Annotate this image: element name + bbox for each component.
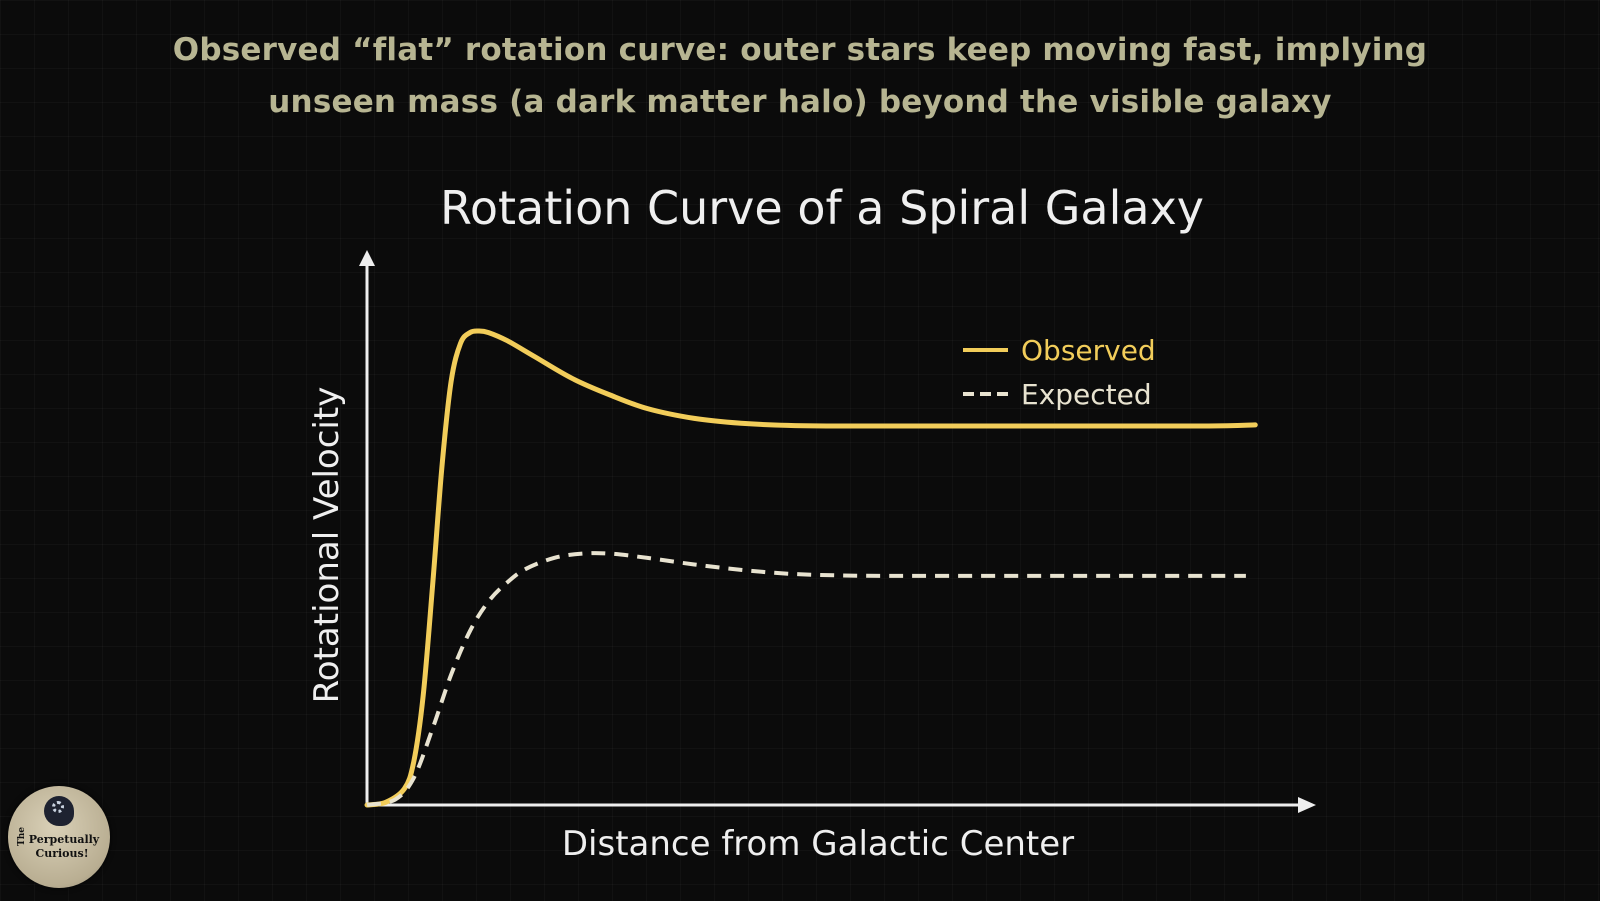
caption-line-1: Observed “flat” rotation curve: outer st…: [172, 32, 1428, 68]
caption: Observed “flat” rotation curve: outer st…: [120, 24, 1480, 128]
series-line-observed: [364, 328, 1258, 808]
y-axis-arrow-icon: [359, 250, 375, 266]
legend-label-expected: Expected: [1021, 378, 1152, 411]
channel-logo: The Perpetually Curious!: [8, 786, 110, 888]
series-line-expected: [366, 551, 1246, 807]
gear-icon: [52, 801, 64, 813]
chart-title: Rotation Curve of a Spiral Galaxy: [440, 181, 1204, 235]
legend: Observed Expected: [963, 334, 1156, 411]
logo-line-2: Curious!: [35, 847, 89, 860]
logo-line-1: Perpetually: [28, 833, 100, 846]
y-axis-label: Rotational Velocity: [307, 387, 347, 704]
x-axis-arrow-icon: [1298, 797, 1316, 813]
x-axis-label: Distance from Galactic Center: [562, 824, 1074, 864]
legend-label-observed: Observed: [1021, 334, 1156, 367]
caption-line-2: unseen mass (a dark matter halo) beyond …: [268, 84, 1332, 120]
